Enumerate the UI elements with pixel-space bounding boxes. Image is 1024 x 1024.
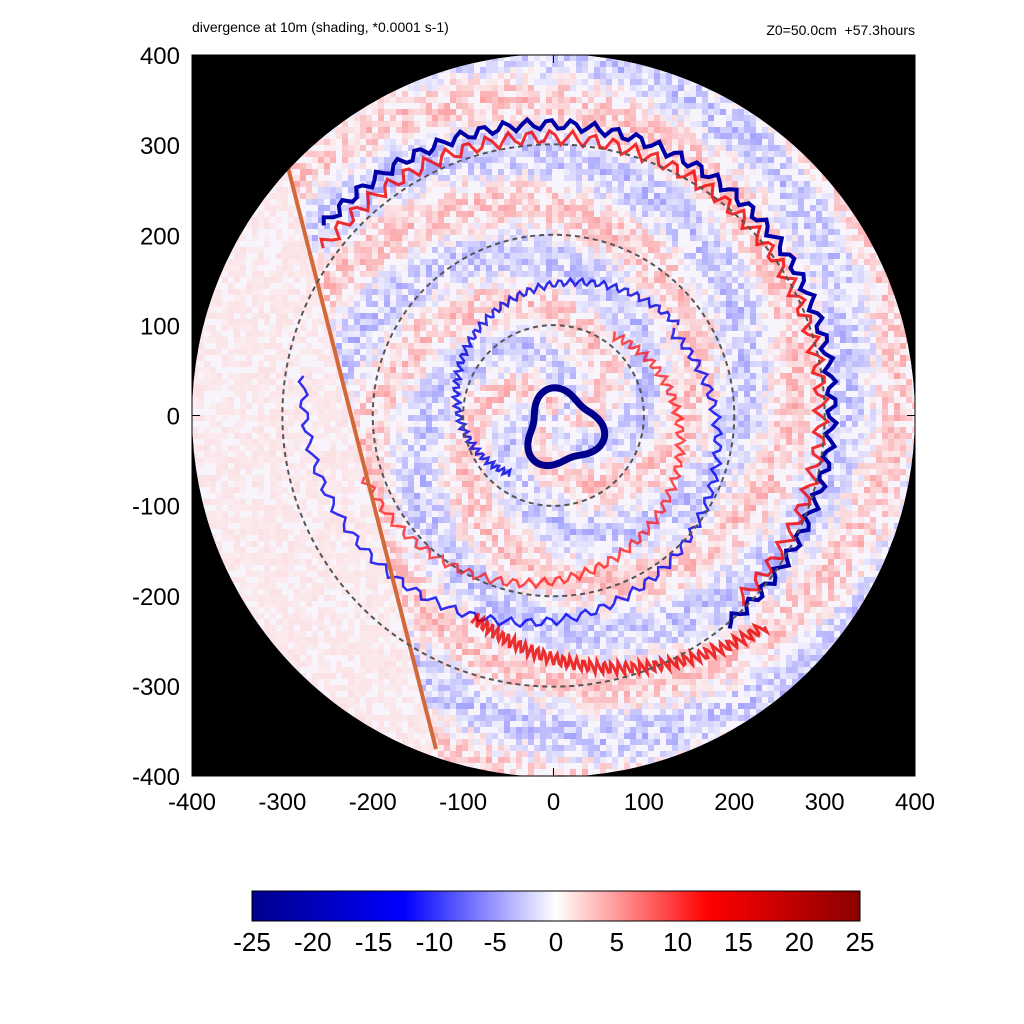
colorbar-tick-label: 25	[846, 927, 875, 957]
x-tick-label: -100	[439, 789, 487, 816]
x-tick-label: 200	[714, 789, 754, 816]
x-tick-label: 400	[895, 789, 935, 816]
run-info-label: Z0=50.0cm +57.3hours	[766, 22, 915, 38]
inner-convergence-band	[450, 276, 680, 477]
x-tick-label: 100	[624, 789, 664, 816]
straight-front-line	[280, 144, 438, 750]
x-tick-label: -200	[349, 789, 397, 816]
range-rings	[281, 143, 826, 688]
y-tick-label: 100	[140, 313, 180, 340]
colorbar-gradient	[251, 890, 861, 922]
outer-convergence-band	[321, 116, 840, 629]
convergence-bands	[297, 116, 840, 680]
secondary-convergence-band	[297, 327, 724, 629]
y-tick-label: 0	[167, 404, 180, 431]
field-texture	[192, 55, 915, 777]
colorbar-tick-label: 20	[785, 927, 814, 957]
axes: -400 -300 -200 -100 0 100 200 300 400 -400 -300 -20…	[132, 43, 935, 816]
x-tick-label: 300	[805, 789, 845, 816]
range-ring-100	[462, 324, 645, 507]
colorbar-tick-label: 0	[549, 927, 563, 957]
colorbar: -25 -20 -15 -10 -5 0 5 10 15 20 25	[233, 890, 875, 957]
colorbar-tick-label: -15	[355, 927, 393, 957]
colorbar-tick-label: 15	[724, 927, 753, 957]
y-tick-label: -400	[132, 764, 180, 791]
y-tick-label: 400	[140, 43, 180, 70]
divergence-field	[192, 54, 915, 777]
x-tick-label: -300	[258, 789, 306, 816]
outer-divergence-band	[319, 128, 831, 606]
range-ring-200	[371, 233, 736, 598]
x-tick-label: 0	[547, 789, 560, 816]
secondary-divergence-band	[360, 331, 687, 590]
colorbar-tick-label: 5	[610, 927, 624, 957]
y-tick-label: -200	[132, 584, 180, 611]
colorbar-tick-label: -5	[484, 927, 507, 957]
colorbar-tick-label: 10	[663, 927, 692, 957]
southeast-divergence-band	[470, 612, 771, 680]
y-tick-label: -100	[132, 494, 180, 521]
y-tick-label: -300	[132, 674, 180, 701]
chart-title: divergence at 10m (shading, *0.0001 s-1)	[192, 19, 449, 35]
x-tick-label: -400	[168, 789, 216, 816]
colorbar-tick-label: -10	[416, 927, 454, 957]
colorbar-tick-label: -20	[294, 927, 332, 957]
eyewall-convergence-ring	[524, 384, 609, 470]
y-tick-label: 300	[140, 133, 180, 160]
y-tick-label: 200	[140, 223, 180, 250]
colorbar-tick-label: -25	[233, 927, 271, 957]
range-ring-300	[281, 143, 826, 688]
